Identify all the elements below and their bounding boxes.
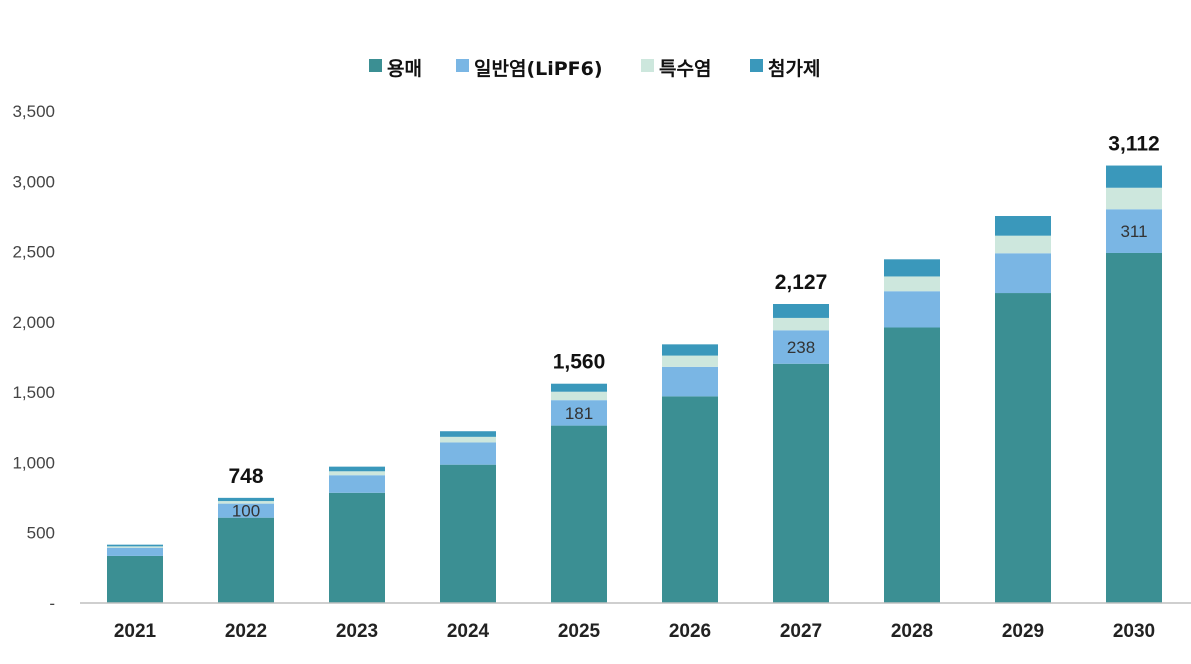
bar-segment bbox=[662, 344, 718, 356]
bar-segment bbox=[551, 425, 607, 603]
bar-segment bbox=[773, 317, 829, 331]
bar-segment bbox=[662, 396, 718, 603]
legend-label: 일반염(LiPF6) bbox=[474, 58, 603, 80]
bar-segment bbox=[995, 235, 1051, 254]
bar-segment bbox=[218, 517, 274, 603]
y-tick-label: 3,000 bbox=[12, 172, 55, 191]
x-axis: 2021 2022 2023 2024 2025 2026 2027 2028 2029 2030 bbox=[114, 621, 1155, 642]
bar-segment bbox=[329, 471, 385, 476]
x-tick-label: 2028 bbox=[891, 621, 933, 642]
bar-segment bbox=[551, 400, 607, 426]
bar-segment bbox=[440, 436, 496, 443]
legend-label: 첨가제 bbox=[768, 58, 820, 80]
legend-label: 특수염 bbox=[659, 58, 711, 80]
y-tick-label: 3,500 bbox=[12, 102, 55, 121]
bar-segment bbox=[773, 330, 829, 364]
legend-swatch bbox=[750, 59, 763, 72]
bar-segment bbox=[884, 276, 940, 292]
segment-value-label: 181 bbox=[565, 404, 593, 423]
legend-swatch bbox=[641, 59, 654, 72]
bar-segment bbox=[329, 466, 385, 472]
total-label: 748 bbox=[228, 465, 263, 488]
x-tick-label: 2024 bbox=[447, 621, 490, 642]
x-tick-label: 2030 bbox=[1113, 621, 1155, 642]
total-label: 3,112 bbox=[1108, 133, 1159, 156]
bar-segment bbox=[218, 501, 274, 504]
bar-segment bbox=[218, 497, 274, 502]
legend-swatch bbox=[369, 59, 382, 72]
bar-segment bbox=[884, 259, 940, 277]
y-tick-label: 2,500 bbox=[12, 243, 55, 262]
x-tick-label: 2022 bbox=[225, 621, 267, 642]
bar-segment bbox=[995, 253, 1051, 294]
x-tick-label: 2026 bbox=[669, 621, 711, 642]
bar-segment bbox=[551, 391, 607, 401]
legend-label: 용매 bbox=[387, 58, 422, 80]
bar-segment bbox=[884, 327, 940, 603]
bar-segment bbox=[773, 363, 829, 603]
bar-segment bbox=[107, 544, 163, 547]
bar-segment bbox=[440, 431, 496, 437]
segment-value-label: 238 bbox=[787, 338, 815, 357]
bar-segment bbox=[440, 464, 496, 603]
y-tick-label: - bbox=[49, 594, 55, 613]
y-tick-label: 1,500 bbox=[12, 383, 55, 402]
bar-segment bbox=[329, 475, 385, 493]
y-tick-label: 1,000 bbox=[12, 453, 55, 472]
bar-segment bbox=[107, 555, 163, 603]
bar-segment bbox=[107, 546, 163, 548]
y-tick-label: 500 bbox=[27, 524, 55, 543]
legend: 용매 일반염(LiPF6) 특수염 첨가제 bbox=[369, 58, 820, 80]
bar-segment bbox=[329, 492, 385, 603]
y-tick-label: 2,000 bbox=[12, 313, 55, 332]
x-tick-label: 2029 bbox=[1002, 621, 1044, 642]
bar-segment bbox=[884, 291, 940, 328]
bar-segment bbox=[662, 355, 718, 367]
legend-swatch bbox=[456, 59, 469, 72]
bar-segment bbox=[1106, 209, 1162, 253]
bar-segment bbox=[551, 383, 607, 392]
x-tick-label: 2021 bbox=[114, 621, 157, 642]
x-tick-label: 2023 bbox=[336, 621, 378, 642]
segment-value-label: 311 bbox=[1120, 222, 1147, 241]
bar-segment bbox=[1106, 165, 1162, 188]
y-axis: - 500 1,000 1,500 2,000 2,500 3,000 3,500 bbox=[12, 102, 55, 613]
bars bbox=[107, 165, 1162, 603]
bar-segment bbox=[773, 304, 829, 318]
total-label: 1,560 bbox=[553, 351, 606, 374]
bar-segment bbox=[107, 547, 163, 556]
bar-segment bbox=[1106, 252, 1162, 603]
data-labels: 748 100 1,560 181 2,127 238 3,112 311 bbox=[228, 133, 1159, 521]
x-tick-label: 2027 bbox=[780, 621, 822, 642]
bar-segment bbox=[1106, 187, 1162, 210]
bar-segment bbox=[218, 503, 274, 518]
total-label: 2,127 bbox=[775, 271, 828, 294]
x-tick-label: 2025 bbox=[558, 621, 601, 642]
segment-value-label: 100 bbox=[232, 502, 260, 521]
bar-segment bbox=[995, 293, 1051, 603]
bar-segment bbox=[662, 366, 718, 397]
bar-segment bbox=[440, 442, 496, 465]
bar-segment bbox=[995, 216, 1051, 236]
